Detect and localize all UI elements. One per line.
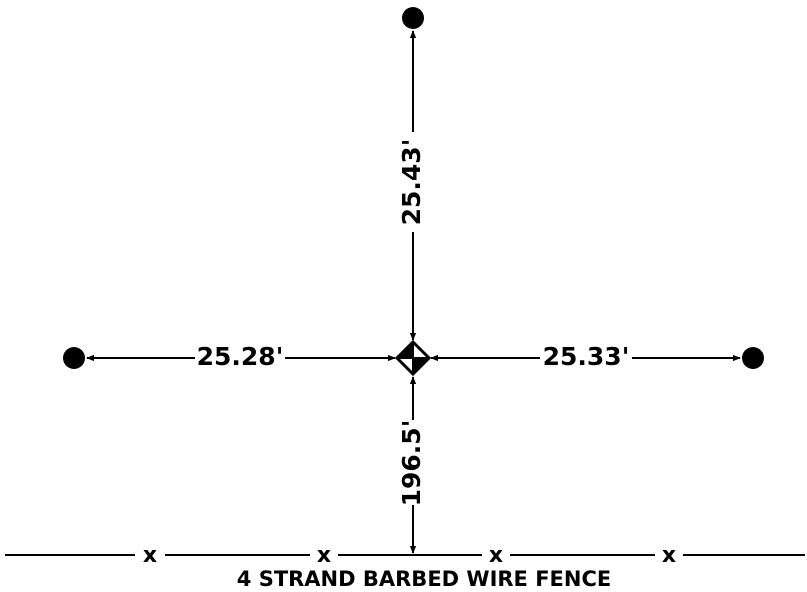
dimension-line-north: 25.43' bbox=[397, 30, 426, 341]
distance-label-east: 25.33' bbox=[543, 342, 630, 371]
distance-label-north: 25.43' bbox=[397, 139, 426, 226]
monument-icon bbox=[394, 339, 432, 377]
distance-label-south: 196.5' bbox=[397, 420, 426, 507]
fence-caption: 4 STRAND BARBED WIRE FENCE bbox=[237, 567, 611, 591]
fence-marker: x bbox=[489, 543, 503, 568]
fence-marker: x bbox=[143, 543, 157, 568]
reference-point-east bbox=[742, 347, 764, 369]
reference-point-north bbox=[402, 7, 424, 29]
dimension-line-east: 25.33' bbox=[430, 342, 741, 371]
dimension-line-south: 196.5' bbox=[397, 376, 426, 554]
fence-marker: x bbox=[317, 543, 331, 568]
fence-line: x x x x bbox=[5, 543, 805, 568]
fence-marker: x bbox=[662, 543, 676, 568]
dimension-line-west: 25.28' bbox=[86, 342, 396, 371]
reference-point-west bbox=[63, 347, 85, 369]
distance-label-west: 25.28' bbox=[197, 342, 284, 371]
